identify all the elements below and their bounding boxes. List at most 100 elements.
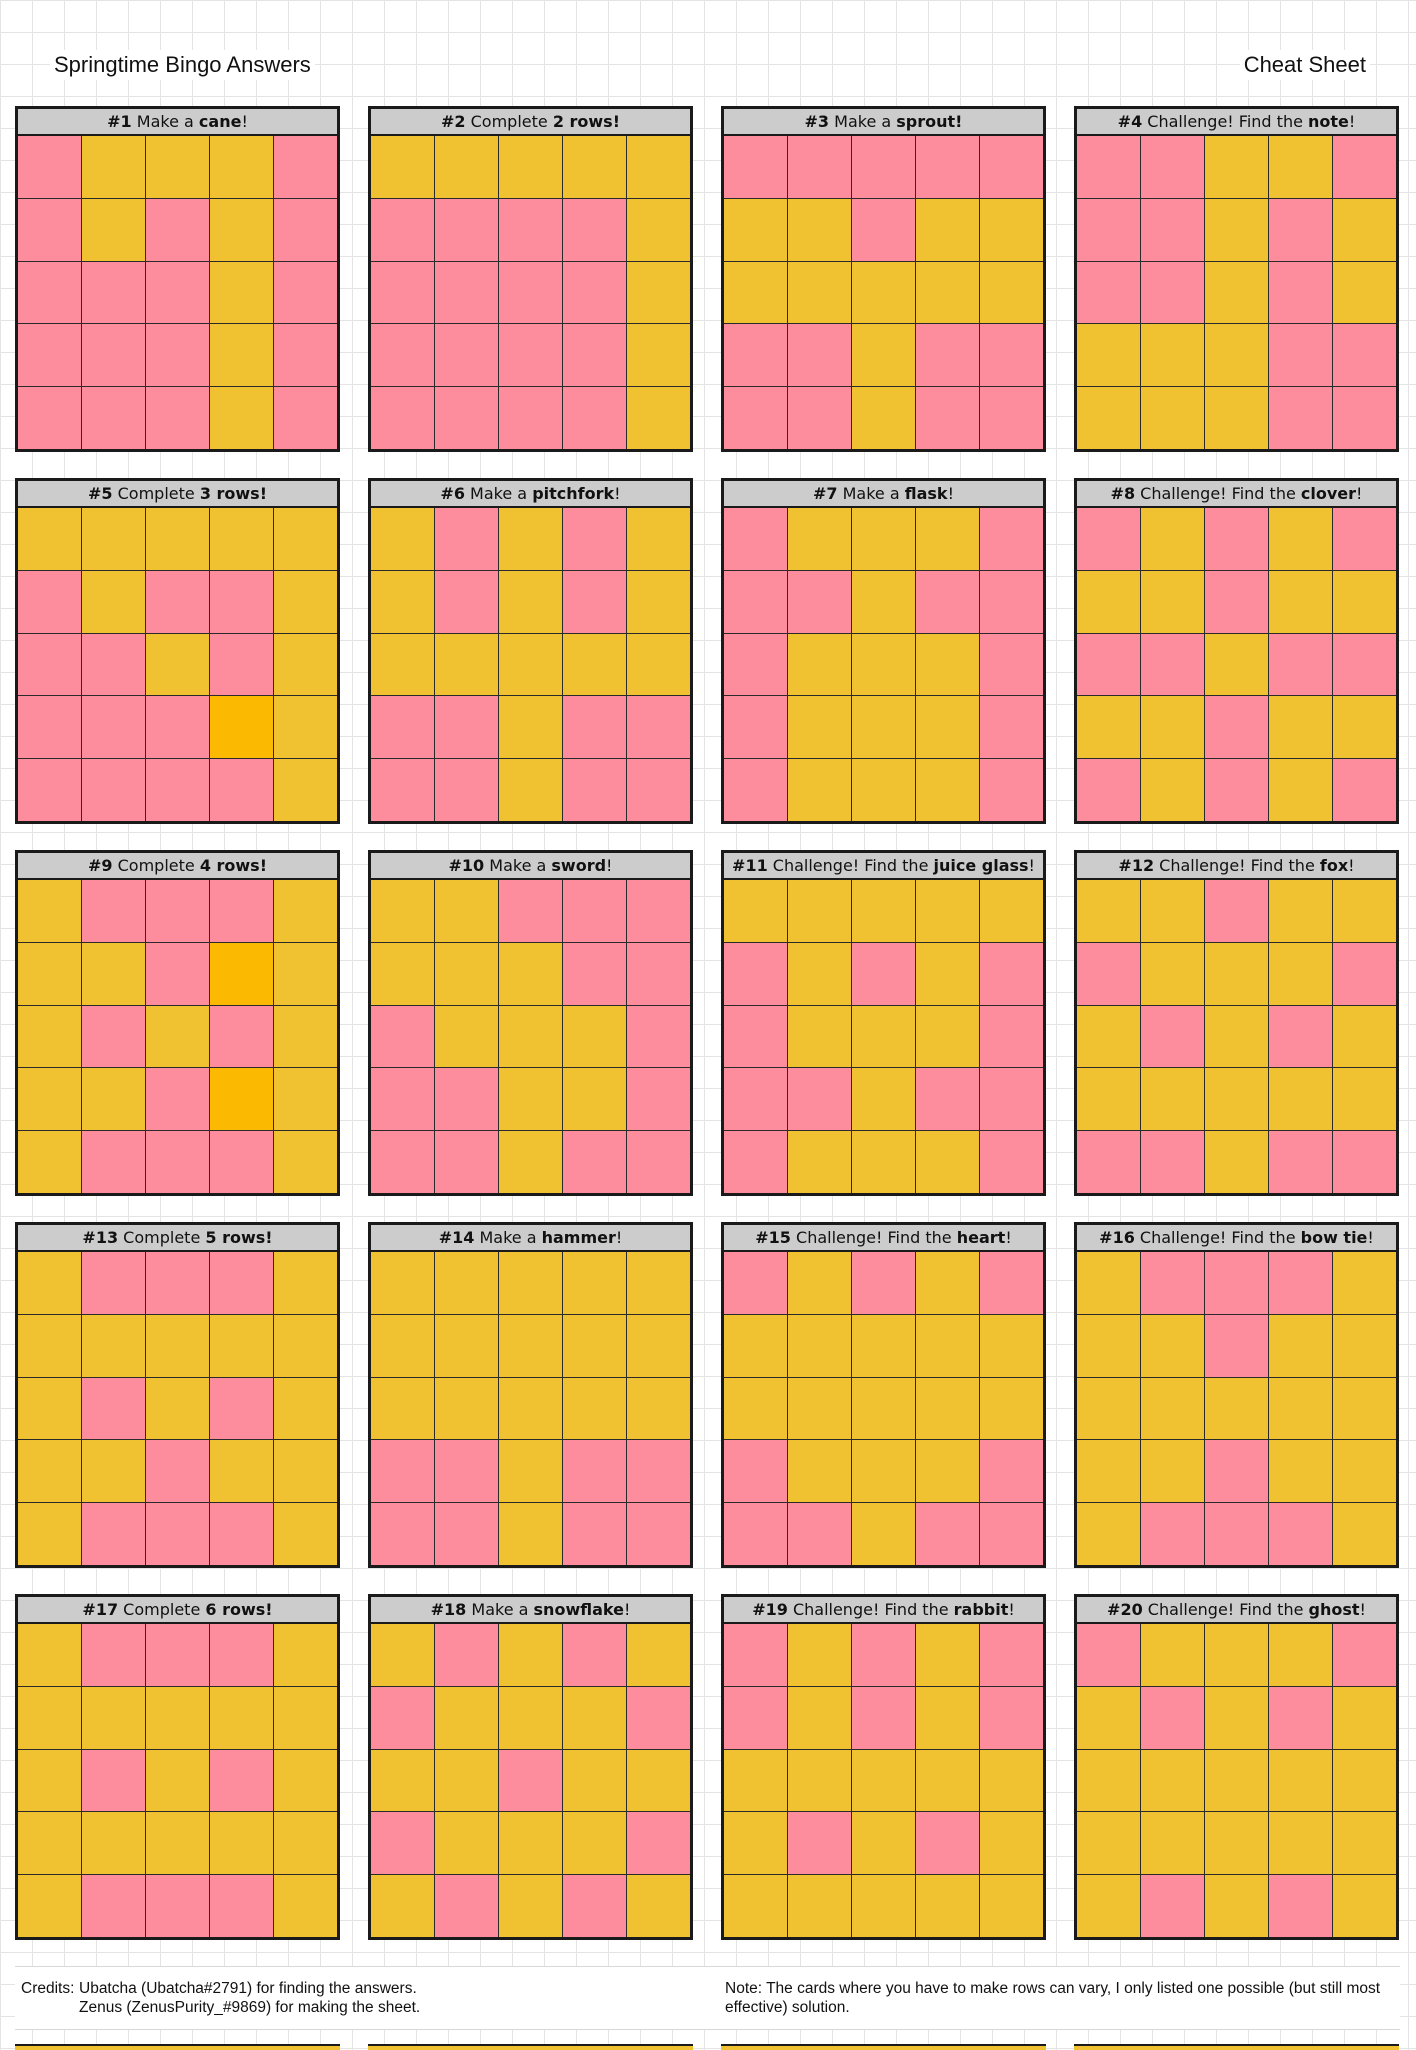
bingo-card: #6 Make a pitchfork! [368, 478, 693, 824]
credits-label: Credits: [21, 1980, 75, 1997]
unmarked-cell [18, 1131, 81, 1193]
unmarked-cell [1141, 942, 1204, 1005]
unmarked-cell [852, 1005, 915, 1068]
unmarked-cell [499, 1686, 562, 1749]
unmarked-cell [82, 508, 145, 570]
marked-cell [980, 1440, 1043, 1503]
unmarked-cell [852, 1875, 915, 1937]
unmarked-cell [627, 261, 690, 324]
marked-cell [146, 942, 209, 1005]
bingo-grid [371, 508, 690, 821]
marked-cell [916, 1068, 979, 1131]
unmarked-cell [916, 1131, 979, 1193]
unmarked-cell [146, 633, 209, 696]
unmarked-cell [1077, 696, 1140, 759]
card-number: #10 [448, 856, 485, 875]
unmarked-cell [724, 1812, 787, 1875]
unmarked-cell [1141, 1440, 1204, 1503]
card-instruction: Make a [484, 856, 552, 875]
card-number: #20 [1107, 1600, 1143, 1619]
card-target: 4 rows! [199, 856, 267, 875]
marked-cell [146, 570, 209, 633]
card-suffix: ! [614, 484, 621, 503]
card-number: #5 [87, 484, 113, 503]
unmarked-cell [852, 880, 915, 942]
marked-cell [916, 1812, 979, 1875]
unmarked-cell [274, 1686, 337, 1749]
marked-cell [435, 759, 498, 821]
marked-cell [1269, 324, 1332, 387]
marked-cell [146, 198, 209, 261]
unmarked-cell [852, 1068, 915, 1131]
unmarked-cell [724, 261, 787, 324]
card-header: #2 Complete 2 rows! [371, 109, 690, 136]
marked-cell [563, 880, 626, 942]
card-suffix: ! [1008, 1600, 1015, 1619]
bingo-grid [1077, 1252, 1396, 1565]
unmarked-cell [852, 570, 915, 633]
marked-cell [788, 1812, 851, 1875]
unmarked-cell [563, 633, 626, 696]
unmarked-cell [274, 1377, 337, 1440]
solution-note: Note: The cards where you have to make r… [725, 1980, 1381, 2016]
marked-cell [980, 136, 1043, 198]
unmarked-cell [1269, 1377, 1332, 1440]
bingo-grid [1077, 1624, 1396, 1937]
unmarked-cell [916, 261, 979, 324]
unmarked-cell [210, 324, 273, 387]
marked-cell [82, 880, 145, 942]
unmarked-cell [916, 1252, 979, 1314]
card-suffix: ! [623, 1600, 631, 1619]
unmarked-cell [1205, 942, 1268, 1005]
marked-cell [724, 1686, 787, 1749]
unmarked-cell [1269, 1440, 1332, 1503]
marked-cell [563, 1131, 626, 1193]
card-suffix: ! [1028, 856, 1035, 875]
marked-cell [274, 261, 337, 324]
unmarked-cell [1269, 570, 1332, 633]
marked-cell [1205, 570, 1268, 633]
unmarked-cell [1333, 880, 1396, 942]
unmarked-cell [371, 880, 434, 942]
unmarked-cell [18, 1377, 81, 1440]
marked-cell [371, 387, 434, 449]
card-instruction: Challenge! Find the [1154, 856, 1320, 875]
bingo-grid [724, 1252, 1043, 1565]
unmarked-cell [916, 1686, 979, 1749]
card-number: #18 [430, 1600, 467, 1619]
marked-cell [916, 324, 979, 387]
card-target: hammer [541, 1228, 616, 1247]
unmarked-cell [274, 570, 337, 633]
marked-cell [499, 880, 562, 942]
unmarked-cell [916, 508, 979, 570]
marked-cell [724, 942, 787, 1005]
unmarked-cell [980, 1314, 1043, 1377]
card-header: #17 Complete 6 rows! [18, 1597, 337, 1624]
marked-cell [563, 570, 626, 633]
marked-cell [1141, 1875, 1204, 1937]
marked-cell [1141, 1005, 1204, 1068]
bingo-grid [371, 1624, 690, 1937]
unmarked-cell [1333, 1503, 1396, 1565]
card-number: #15 [755, 1228, 791, 1247]
marked-cell [499, 198, 562, 261]
next-card-peek [1074, 2044, 1399, 2050]
bingo-grid [724, 136, 1043, 449]
card-target: snowflake [533, 1600, 624, 1619]
unmarked-cell [1141, 387, 1204, 449]
unmarked-cell [916, 1749, 979, 1812]
card-instruction: Challenge! Find the [1134, 1228, 1301, 1247]
unmarked-cell [1077, 1749, 1140, 1812]
marked-cell [1141, 1503, 1204, 1565]
unmarked-cell [1269, 1068, 1332, 1131]
marked-cell [563, 387, 626, 449]
unmarked-cell [18, 1686, 81, 1749]
marked-cell [1333, 387, 1396, 449]
card-instruction: Make a [837, 484, 905, 503]
card-header: #19 Challenge! Find the rabbit! [724, 1597, 1043, 1624]
unmarked-cell [499, 696, 562, 759]
card-number: #3 [804, 112, 830, 131]
marked-cell [980, 387, 1043, 449]
marked-cell [563, 1624, 626, 1686]
unmarked-cell [18, 1624, 81, 1686]
